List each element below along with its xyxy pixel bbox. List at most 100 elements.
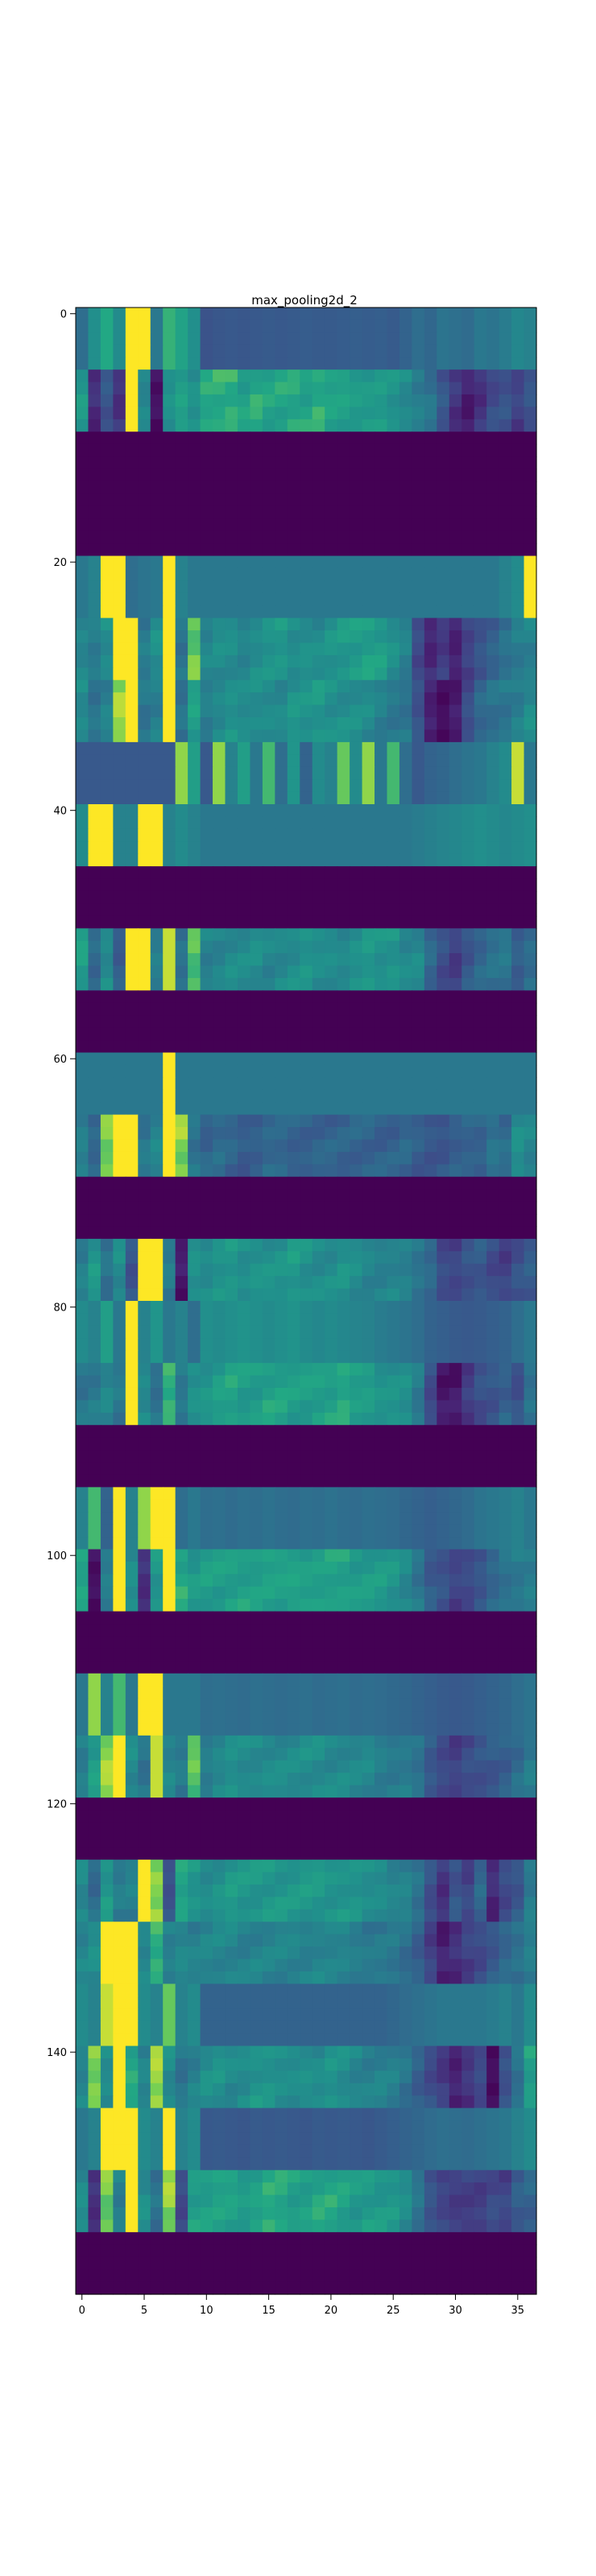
heatmap-cell	[275, 1810, 288, 1823]
heatmap-cell	[300, 456, 313, 470]
heatmap-cell	[175, 1946, 188, 1960]
heatmap-cell	[200, 1102, 213, 1116]
heatmap-cell	[511, 431, 525, 445]
heatmap-cell	[375, 667, 388, 681]
heatmap-cell	[337, 1350, 350, 1364]
heatmap-cell	[287, 1114, 300, 1128]
heatmap-cell	[175, 493, 188, 507]
heatmap-cell	[262, 940, 275, 954]
heatmap-cell	[300, 1127, 313, 1141]
heatmap-cell	[250, 717, 263, 731]
heatmap-cell	[375, 1909, 388, 1922]
heatmap-cell	[163, 754, 176, 768]
heatmap-cell	[412, 1872, 425, 1885]
heatmap-cell	[399, 766, 413, 780]
heatmap-cell	[113, 320, 126, 333]
heatmap-cell	[275, 766, 288, 780]
heatmap-cell	[188, 1251, 201, 1265]
heatmap-cell	[362, 1288, 375, 1302]
heatmap-cell	[524, 1922, 537, 1935]
heatmap-cell	[399, 1251, 413, 1265]
heatmap-cell	[325, 804, 338, 818]
heatmap-cell	[150, 1089, 163, 1103]
heatmap-cell	[437, 481, 450, 494]
heatmap-cell	[412, 382, 425, 395]
heatmap-cell	[312, 1226, 325, 1240]
heatmap-cell	[499, 1151, 512, 1165]
heatmap-cell	[188, 1102, 201, 1116]
heatmap-cell	[100, 1884, 114, 1898]
heatmap-cell	[163, 1636, 176, 1649]
heatmap-cell	[437, 915, 450, 929]
heatmap-cell	[499, 1015, 512, 1029]
heatmap-cell	[275, 1922, 288, 1935]
heatmap-cell	[375, 741, 388, 755]
heatmap-cell	[113, 1785, 126, 1798]
heatmap-cell	[275, 1437, 288, 1451]
heatmap-cell	[375, 878, 388, 892]
heatmap-cell	[499, 518, 512, 532]
heatmap-cell	[88, 1201, 101, 1215]
heatmap-cell	[424, 1487, 437, 1501]
heatmap-cell	[113, 841, 126, 855]
heatmap-cell	[138, 394, 151, 408]
heatmap-cell	[511, 1748, 525, 1761]
heatmap-cell	[188, 1934, 201, 1947]
heatmap-cell	[188, 1238, 201, 1252]
heatmap-cell	[499, 407, 512, 420]
heatmap-cell	[250, 1723, 263, 1736]
heatmap-cell	[287, 903, 300, 917]
heatmap-cell	[486, 431, 500, 445]
heatmap-cell	[150, 1636, 163, 1649]
heatmap-cell	[387, 1636, 400, 1649]
heatmap-cell	[250, 1487, 263, 1501]
heatmap-cell	[474, 654, 487, 668]
heatmap-cell	[511, 630, 525, 644]
heatmap-cell	[188, 1425, 201, 1439]
heatmap-cell	[125, 953, 139, 967]
heatmap-cell	[88, 1946, 101, 1960]
heatmap-cell	[375, 1077, 388, 1091]
heatmap-cell	[113, 729, 126, 743]
heatmap-cell	[524, 1338, 537, 1352]
heatmap-cell	[499, 1872, 512, 1885]
heatmap-cell	[237, 1897, 251, 1910]
heatmap-cell	[163, 506, 176, 519]
heatmap-cell	[337, 990, 350, 1004]
heatmap-cell	[449, 1437, 462, 1451]
heatmap-cell	[125, 1711, 139, 1724]
heatmap-cell	[474, 481, 487, 494]
heatmap-cell	[337, 878, 350, 892]
heatmap-cell	[424, 1586, 437, 1600]
heatmap-cell	[250, 1971, 263, 1984]
heatmap-cell	[150, 915, 163, 929]
heatmap-cell	[125, 1238, 139, 1252]
heatmap-cell	[486, 1611, 500, 1624]
heatmap-cell	[362, 990, 375, 1004]
heatmap-cell	[474, 1015, 487, 1029]
heatmap-cell	[524, 617, 537, 631]
heatmap-cell	[225, 1586, 238, 1600]
heatmap-cell	[76, 1325, 89, 1339]
heatmap-cell	[300, 1276, 313, 1290]
heatmap-cell	[437, 592, 450, 606]
heatmap-cell	[287, 1313, 300, 1327]
heatmap-cell	[387, 1102, 400, 1116]
heatmap-cell	[424, 308, 437, 321]
heatmap-cell	[449, 345, 462, 358]
heatmap-cell	[350, 1201, 363, 1215]
heatmap-cell	[76, 1611, 89, 1624]
heatmap-cell	[325, 568, 338, 581]
heatmap-cell	[375, 1773, 388, 1786]
heatmap-cell	[449, 1512, 462, 1525]
heatmap-cell	[387, 1561, 400, 1575]
heatmap-cell	[424, 1561, 437, 1575]
heatmap-cell	[387, 1574, 400, 1587]
heatmap-cell	[88, 1375, 101, 1389]
heatmap-cell	[100, 1151, 114, 1165]
heatmap-cell	[461, 1214, 475, 1228]
heatmap-cell	[287, 357, 300, 370]
heatmap-cell	[524, 1934, 537, 1947]
heatmap-cell	[275, 1624, 288, 1637]
heatmap-cell	[461, 890, 475, 904]
